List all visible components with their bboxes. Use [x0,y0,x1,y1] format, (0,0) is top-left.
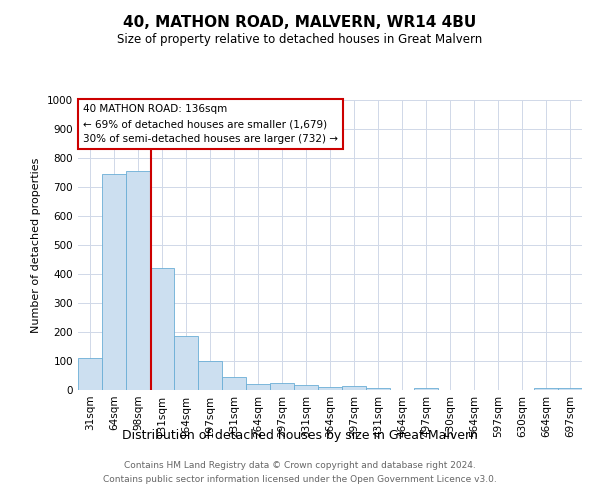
Text: Size of property relative to detached houses in Great Malvern: Size of property relative to detached ho… [118,32,482,46]
Text: 40 MATHON ROAD: 136sqm
← 69% of detached houses are smaller (1,679)
30% of semi-: 40 MATHON ROAD: 136sqm ← 69% of detached… [83,104,338,144]
Bar [151,268,173,390]
Bar [199,361,221,390]
Bar [103,174,125,390]
Bar [127,171,149,390]
Bar [535,388,557,390]
Bar [367,388,389,390]
Bar [415,388,437,390]
Bar [175,336,197,390]
Text: 40, MATHON ROAD, MALVERN, WR14 4BU: 40, MATHON ROAD, MALVERN, WR14 4BU [124,15,476,30]
Bar [247,384,269,390]
Bar [319,386,341,390]
Bar [559,388,581,390]
Text: Distribution of detached houses by size in Great Malvern: Distribution of detached houses by size … [122,428,478,442]
Y-axis label: Number of detached properties: Number of detached properties [31,158,41,332]
Text: Contains HM Land Registry data © Crown copyright and database right 2024.
Contai: Contains HM Land Registry data © Crown c… [103,462,497,483]
Bar [223,377,245,390]
Bar [295,385,317,390]
Bar [343,386,365,390]
Bar [271,383,293,390]
Bar [79,358,101,390]
